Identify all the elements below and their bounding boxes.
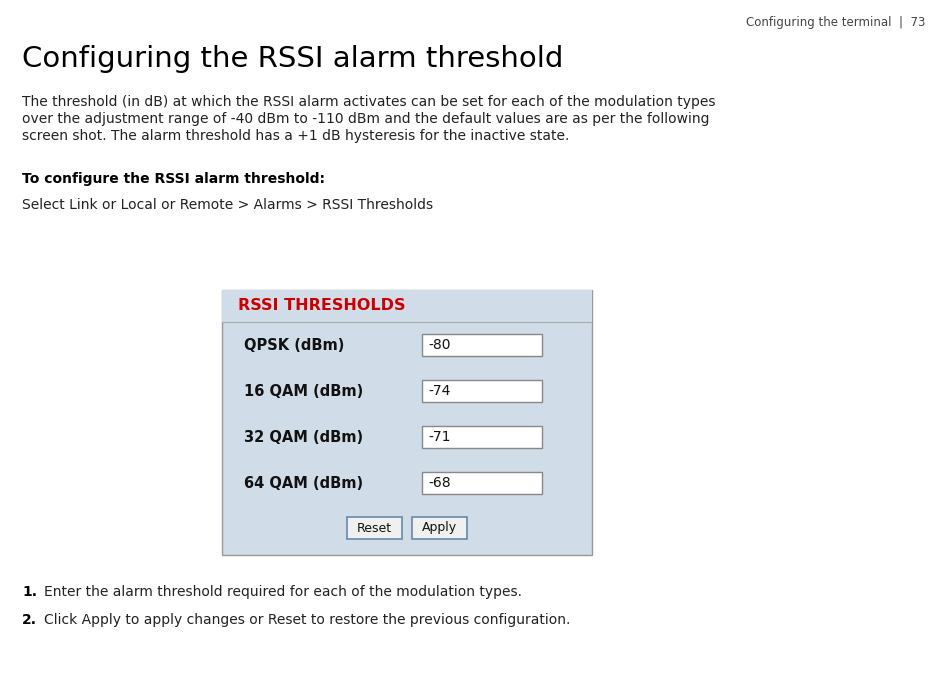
Text: 2.: 2. [22,613,37,627]
Bar [422,426,542,448]
Bar [422,472,542,494]
Text: Click Apply to apply changes or Reset to restore the previous configuration.: Click Apply to apply changes or Reset to… [44,613,571,627]
Text: Configuring the terminal  |  73: Configuring the terminal | 73 [746,16,925,29]
Text: over the adjustment range of -40 dBm to -110 dBm and the default values are as p: over the adjustment range of -40 dBm to … [22,112,709,126]
Text: To configure the RSSI alarm threshold:: To configure the RSSI alarm threshold: [22,172,325,186]
Bar [422,334,542,356]
Text: Apply: Apply [422,522,457,534]
Bar [222,290,592,322]
Text: 32 QAM (dBm): 32 QAM (dBm) [244,430,363,445]
Text: Reset: Reset [357,522,392,534]
Text: -74: -74 [428,384,451,398]
Text: Enter the alarm threshold required for each of the modulation types.: Enter the alarm threshold required for e… [44,585,522,599]
Text: 16 QAM (dBm): 16 QAM (dBm) [244,384,363,398]
Text: 1.: 1. [22,585,37,599]
Text: -71: -71 [428,430,451,444]
Text: QPSK (dBm): QPSK (dBm) [244,337,344,352]
Bar [347,517,402,539]
Text: Configuring the RSSI alarm threshold: Configuring the RSSI alarm threshold [22,45,563,73]
Text: screen shot. The alarm threshold has a +1 dB hysteresis for the inactive state.: screen shot. The alarm threshold has a +… [22,129,570,143]
Bar [412,517,467,539]
Bar [222,290,592,555]
Bar [422,380,542,402]
Text: -68: -68 [428,476,451,490]
Text: Select Link or Local or Remote > Alarms > RSSI Thresholds: Select Link or Local or Remote > Alarms … [22,198,433,212]
Text: RSSI THRESHOLDS: RSSI THRESHOLDS [238,299,405,313]
Text: 64 QAM (dBm): 64 QAM (dBm) [244,475,363,490]
Text: The threshold (in dB) at which the RSSI alarm activates can be set for each of t: The threshold (in dB) at which the RSSI … [22,95,716,109]
Text: -80: -80 [428,338,451,352]
